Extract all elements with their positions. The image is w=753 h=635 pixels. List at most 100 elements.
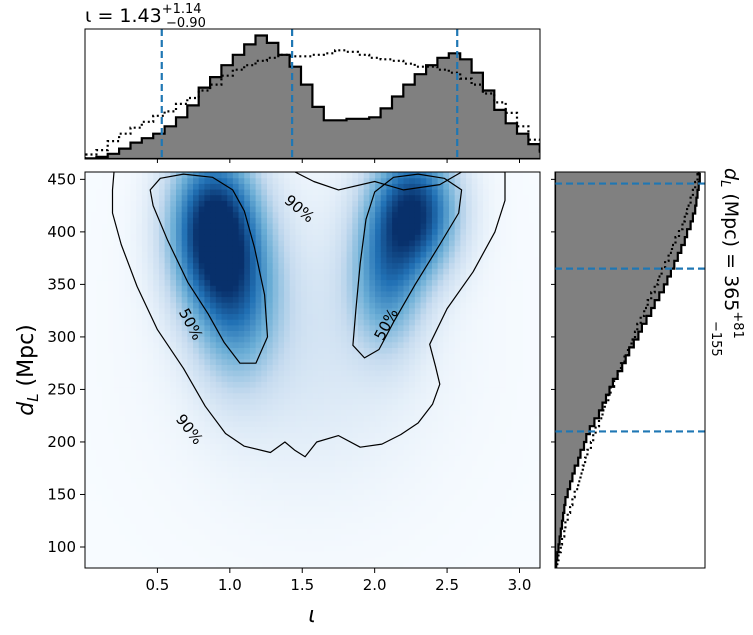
heatmap-cell: [119, 443, 126, 450]
heatmap-cell: [147, 234, 154, 241]
heatmap-cell: [210, 268, 217, 275]
heatmap-cell: [443, 381, 450, 388]
heatmap-cell: [198, 522, 206, 529]
heatmap-cell: [210, 279, 217, 286]
heatmap-cell: [141, 205, 149, 213]
heatmap-cell: [449, 454, 456, 462]
heatmap-cell: [403, 415, 410, 422]
heatmap-cell: [210, 437, 217, 445]
heatmap-cell: [187, 505, 194, 513]
heatmap-cell: [335, 562, 342, 568]
heatmap-cell: [164, 375, 171, 382]
heatmap-cell: [386, 200, 393, 207]
heatmap-cell: [483, 183, 490, 190]
heatmap-cell: [488, 551, 496, 558]
heatmap-cell: [295, 494, 302, 501]
heatmap-cell: [420, 409, 427, 416]
heatmap-cell: [318, 443, 325, 450]
heatmap-cell: [147, 539, 154, 546]
heatmap-cell: [278, 415, 285, 422]
heatmap-cell: [153, 551, 160, 558]
heatmap-cell: [397, 539, 405, 546]
heatmap-cell: [363, 437, 370, 445]
heatmap-cell: [329, 432, 336, 439]
heatmap-cell: [483, 307, 490, 315]
heatmap-cell: [323, 522, 331, 529]
heatmap-cell: [90, 194, 97, 201]
heatmap-cell: [255, 398, 262, 405]
heatmap-cell: [119, 251, 126, 258]
heatmap-cell: [124, 556, 132, 563]
heatmap-cell: [249, 370, 257, 377]
heatmap-cell: [113, 460, 120, 467]
heatmap-cell: [255, 307, 262, 315]
heatmap-cell: [392, 239, 399, 247]
heatmap-cell: [210, 398, 217, 405]
heatmap-cell: [187, 205, 194, 213]
heatmap-cell: [284, 420, 291, 428]
heatmap-cell: [426, 409, 433, 416]
heatmap-cell: [363, 381, 370, 388]
heatmap-cell: [443, 375, 450, 382]
heatmap-cell: [346, 307, 353, 315]
heatmap-cell: [181, 194, 188, 201]
heatmap-cell: [238, 415, 245, 422]
heatmap-cell: [158, 409, 166, 416]
heatmap-cell: [352, 211, 359, 218]
heatmap-cell: [141, 245, 149, 252]
heatmap-cell: [460, 183, 467, 190]
heatmap-cell: [449, 313, 456, 320]
heatmap-cell: [318, 386, 325, 394]
heatmap-cell: [238, 545, 245, 552]
heatmap-cell: [147, 268, 154, 275]
heatmap-cell: [443, 415, 450, 422]
heatmap-cell: [386, 290, 393, 298]
heatmap-cell: [113, 217, 120, 224]
heatmap-cell: [227, 245, 234, 252]
heatmap-cell: [158, 534, 166, 541]
heatmap-cell: [272, 217, 279, 224]
heatmap-cell: [443, 545, 450, 552]
heatmap-cell: [352, 409, 359, 416]
heatmap-cell: [227, 307, 234, 315]
heatmap-cell: [340, 517, 348, 524]
heatmap-cell: [437, 302, 444, 309]
heatmap-cell: [289, 420, 297, 428]
heatmap-cell: [443, 386, 450, 394]
heatmap-cell: [278, 517, 285, 524]
heatmap-cell: [352, 443, 359, 450]
heatmap-cell: [414, 432, 422, 439]
heatmap-cell: [227, 330, 234, 337]
heatmap-cell: [466, 511, 473, 518]
heatmap-cell: [130, 505, 137, 513]
heatmap-cell: [340, 454, 348, 462]
heatmap-cell: [96, 494, 103, 501]
heatmap-cell: [318, 228, 325, 235]
heatmap-cell: [295, 256, 302, 264]
heatmap-cell: [306, 239, 314, 247]
heatmap-cell: [278, 381, 285, 388]
heatmap-cell: [124, 415, 132, 422]
heatmap-cell: [397, 358, 405, 365]
heatmap-cell: [249, 364, 257, 371]
heatmap-cell: [193, 228, 200, 235]
heatmap-cell: [181, 313, 188, 320]
heatmap-cell: [420, 188, 427, 196]
heatmap-cell: [90, 228, 97, 235]
heatmap-cell: [414, 426, 422, 433]
heatmap-cell: [295, 296, 302, 303]
heatmap-cell: [102, 290, 109, 298]
heatmap-cell: [403, 528, 410, 535]
heatmap-cell: [204, 177, 211, 184]
heatmap-cell: [107, 454, 115, 462]
heatmap-cell: [153, 183, 160, 190]
heatmap-cell: [181, 381, 188, 388]
heatmap-cell: [96, 251, 103, 258]
heatmap-cell: [187, 381, 194, 388]
heatmap-cell: [426, 460, 433, 467]
heatmap-cell: [272, 370, 279, 377]
heatmap-cell: [238, 330, 245, 337]
heatmap-cell: [210, 545, 217, 552]
heatmap-cell: [449, 386, 456, 394]
heatmap-cell: [460, 370, 467, 377]
